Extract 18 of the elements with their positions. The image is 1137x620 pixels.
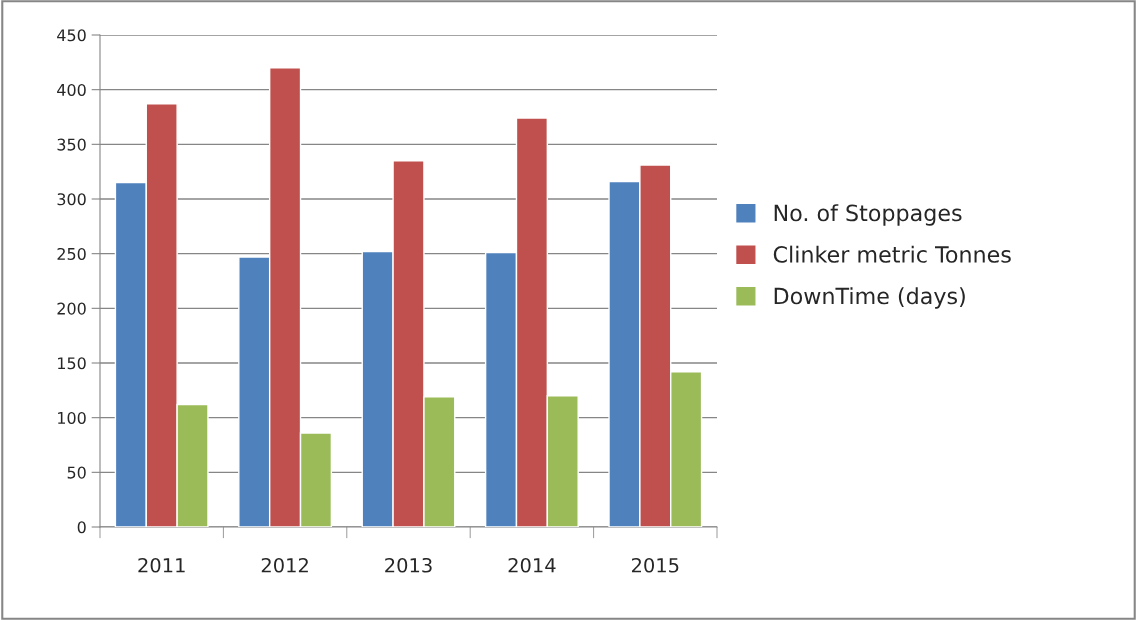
y-tick-label: 0 bbox=[77, 521, 86, 534]
y-tick-label: 100 bbox=[58, 411, 86, 424]
y-tick-label: 250 bbox=[57, 247, 86, 260]
y-tick-label: 50 bbox=[67, 466, 86, 479]
y-tick-label: 300 bbox=[57, 193, 86, 206]
legend-label: DownTime (days) bbox=[774, 287, 965, 309]
x-tick-label: 2014 bbox=[508, 557, 556, 573]
x-tick-label: 2013 bbox=[385, 557, 432, 573]
x-tick-label: 2012 bbox=[261, 557, 308, 573]
y-tick-label: 450 bbox=[57, 29, 86, 42]
legend-label: No. of Stoppages bbox=[774, 204, 962, 226]
y-tick-label: 350 bbox=[57, 138, 86, 151]
y-tick-label: 150 bbox=[58, 357, 86, 370]
legend-label: Clinker metric Tonnes bbox=[773, 245, 1011, 263]
x-tick-label: 2011 bbox=[138, 557, 185, 573]
y-tick-label: 200 bbox=[57, 302, 86, 315]
y-tick-label: 400 bbox=[57, 83, 86, 96]
x-tick-label: 2015 bbox=[631, 557, 679, 573]
